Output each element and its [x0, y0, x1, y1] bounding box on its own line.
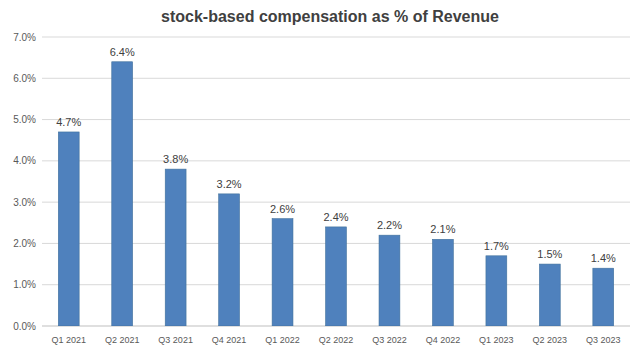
data-label: 2.2% — [377, 219, 402, 231]
y-tick-label: 5.0% — [13, 114, 36, 125]
data-label: 2.1% — [430, 223, 455, 235]
bar — [539, 264, 560, 326]
x-tick-label: Q3 2022 — [372, 335, 407, 345]
x-tick-label: Q2 2023 — [533, 335, 568, 345]
y-tick-label: 4.0% — [13, 155, 36, 166]
y-tick-label: 7.0% — [13, 32, 36, 43]
grid — [42, 37, 630, 326]
data-label: 1.7% — [484, 240, 509, 252]
y-tick-label: 2.0% — [13, 238, 36, 249]
chart-svg: stock-based compensation as % of Revenue… — [0, 0, 640, 360]
grid-line — [42, 37, 630, 38]
bar — [379, 235, 400, 326]
y-tick-label: 0.0% — [13, 321, 36, 332]
x-tick-label: Q4 2021 — [212, 335, 247, 345]
y-tick-label: 1.0% — [13, 279, 36, 290]
chart-title: stock-based compensation as % of Revenue — [161, 8, 499, 25]
data-label: 1.5% — [537, 248, 562, 260]
bars — [58, 62, 613, 326]
x-tick-label: Q3 2021 — [158, 335, 193, 345]
data-label: 4.7% — [56, 116, 81, 128]
data-label: 3.2% — [217, 178, 242, 190]
bar — [432, 239, 453, 326]
bar — [593, 268, 614, 326]
bar — [165, 169, 186, 326]
bar — [58, 132, 79, 326]
x-tick-label: Q1 2023 — [479, 335, 514, 345]
bar — [112, 62, 133, 326]
x-tick-label: Q2 2021 — [105, 335, 140, 345]
y-tick-label: 6.0% — [13, 73, 36, 84]
x-tick-label: Q4 2022 — [426, 335, 461, 345]
background — [0, 0, 640, 360]
bar — [272, 219, 293, 326]
data-label: 3.8% — [163, 153, 188, 165]
bar — [326, 227, 347, 326]
bar — [219, 194, 240, 326]
x-tick-label: Q2 2022 — [319, 335, 354, 345]
bar — [486, 256, 507, 326]
x-tick-label: Q3 2023 — [586, 335, 621, 345]
labels: 4.7% 6.4% 3.8% 3.2% 2.6% 2.4% 2.2% 2.1% 1.7% 1.5%… — [51, 46, 620, 345]
data-label: 2.6% — [270, 203, 295, 215]
data-label: 6.4% — [110, 46, 135, 58]
chart-container: stock-based compensation as % of Revenue… — [0, 0, 640, 360]
x-tick-label: Q1 2022 — [265, 335, 300, 345]
data-label: 2.4% — [323, 211, 348, 223]
data-label: 1.4% — [591, 252, 616, 264]
y-tick-label: 3.0% — [13, 197, 36, 208]
x-tick-label: Q1 2021 — [51, 335, 86, 345]
